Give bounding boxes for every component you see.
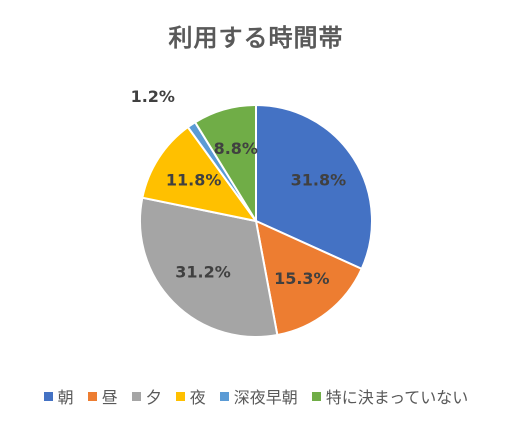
legend-item-yu: 夕 — [131, 384, 162, 408]
legend-swatch — [131, 391, 141, 401]
slice-yu — [139, 196, 279, 338]
legend-label: 夜 — [189, 388, 206, 407]
legend-item-yoru: 夜 — [175, 384, 206, 408]
legend-label: 朝 — [57, 388, 74, 407]
legend-item-asa: 朝 — [43, 384, 74, 408]
chart-legend: 朝 昼 夕 夜 深夜早朝 特に決まっていない — [0, 384, 512, 408]
legend-swatch — [43, 391, 53, 401]
legend-label: 夕 — [145, 388, 162, 407]
slice-kimatteinai — [193, 103, 257, 225]
legend-label: 特に決まっていない — [325, 388, 469, 407]
data-label-yoru: 11.8% — [166, 170, 222, 189]
legend-swatch — [311, 391, 321, 401]
legend-swatch — [87, 391, 97, 401]
data-label-hiru: 15.3% — [274, 269, 330, 288]
data-label-asa: 31.8% — [291, 170, 347, 189]
data-label-yu: 31.2% — [175, 263, 231, 282]
slice-asa — [255, 103, 373, 271]
legend-item-kimatteinai: 特に決まっていない — [311, 384, 469, 408]
data-label-kimatteinai: 8.8% — [214, 139, 258, 158]
legend-label: 深夜早朝 — [233, 388, 298, 407]
legend-item-shinya: 深夜早朝 — [219, 384, 298, 408]
legend-swatch — [175, 391, 185, 401]
chart-title: 利用する時間帯 — [168, 24, 344, 52]
slice-hiru — [254, 219, 363, 337]
data-label-shinya: 1.2% — [131, 87, 175, 106]
legend-label: 昼 — [101, 388, 118, 407]
slice-yoru — [141, 125, 259, 223]
legend-item-hiru: 昼 — [87, 384, 118, 408]
legend-swatch — [219, 391, 229, 401]
